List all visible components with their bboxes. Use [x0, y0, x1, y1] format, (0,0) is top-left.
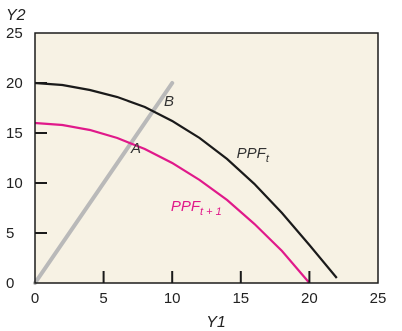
- tick-layer: 0 5 10 15 20 25 0 5 10 15 20 25: [6, 25, 386, 307]
- y-tick-label: 10: [6, 175, 23, 192]
- series-label-ppf-t: PPFt: [237, 145, 270, 165]
- y-tick-label: 5: [6, 225, 14, 242]
- series-ppf-t-1-line: [34, 121, 311, 284]
- series-ppf-t-line: [34, 81, 338, 279]
- plot-frame: [34, 32, 379, 284]
- label-layer: A B PPFt PPFt + 1: [130, 93, 270, 218]
- x-tick-label: 10: [164, 290, 181, 307]
- x-tick-label: 15: [232, 290, 249, 307]
- x-tick-label: 25: [370, 290, 387, 307]
- point-label-a: A: [130, 140, 141, 157]
- series-ray-line: [33, 81, 175, 285]
- y-tick-label: 0: [6, 275, 14, 292]
- series-label-ppf-t-plus-1: PPFt + 1: [171, 198, 222, 218]
- x-axis-title: Y1: [206, 314, 226, 331]
- y-axis-title: Y2: [6, 7, 26, 24]
- plot-background: [35, 33, 378, 283]
- x-tick-label: 20: [301, 290, 318, 307]
- ray-layer: [33, 81, 175, 285]
- curve-layer: [34, 81, 338, 284]
- y-tick-label: 15: [6, 125, 23, 142]
- x-tick-label: 5: [99, 290, 107, 307]
- point-label-b: B: [164, 93, 174, 110]
- y-tick-label: 25: [6, 25, 23, 42]
- y-tick-label: 20: [6, 75, 23, 92]
- x-tick-label: 0: [31, 290, 39, 307]
